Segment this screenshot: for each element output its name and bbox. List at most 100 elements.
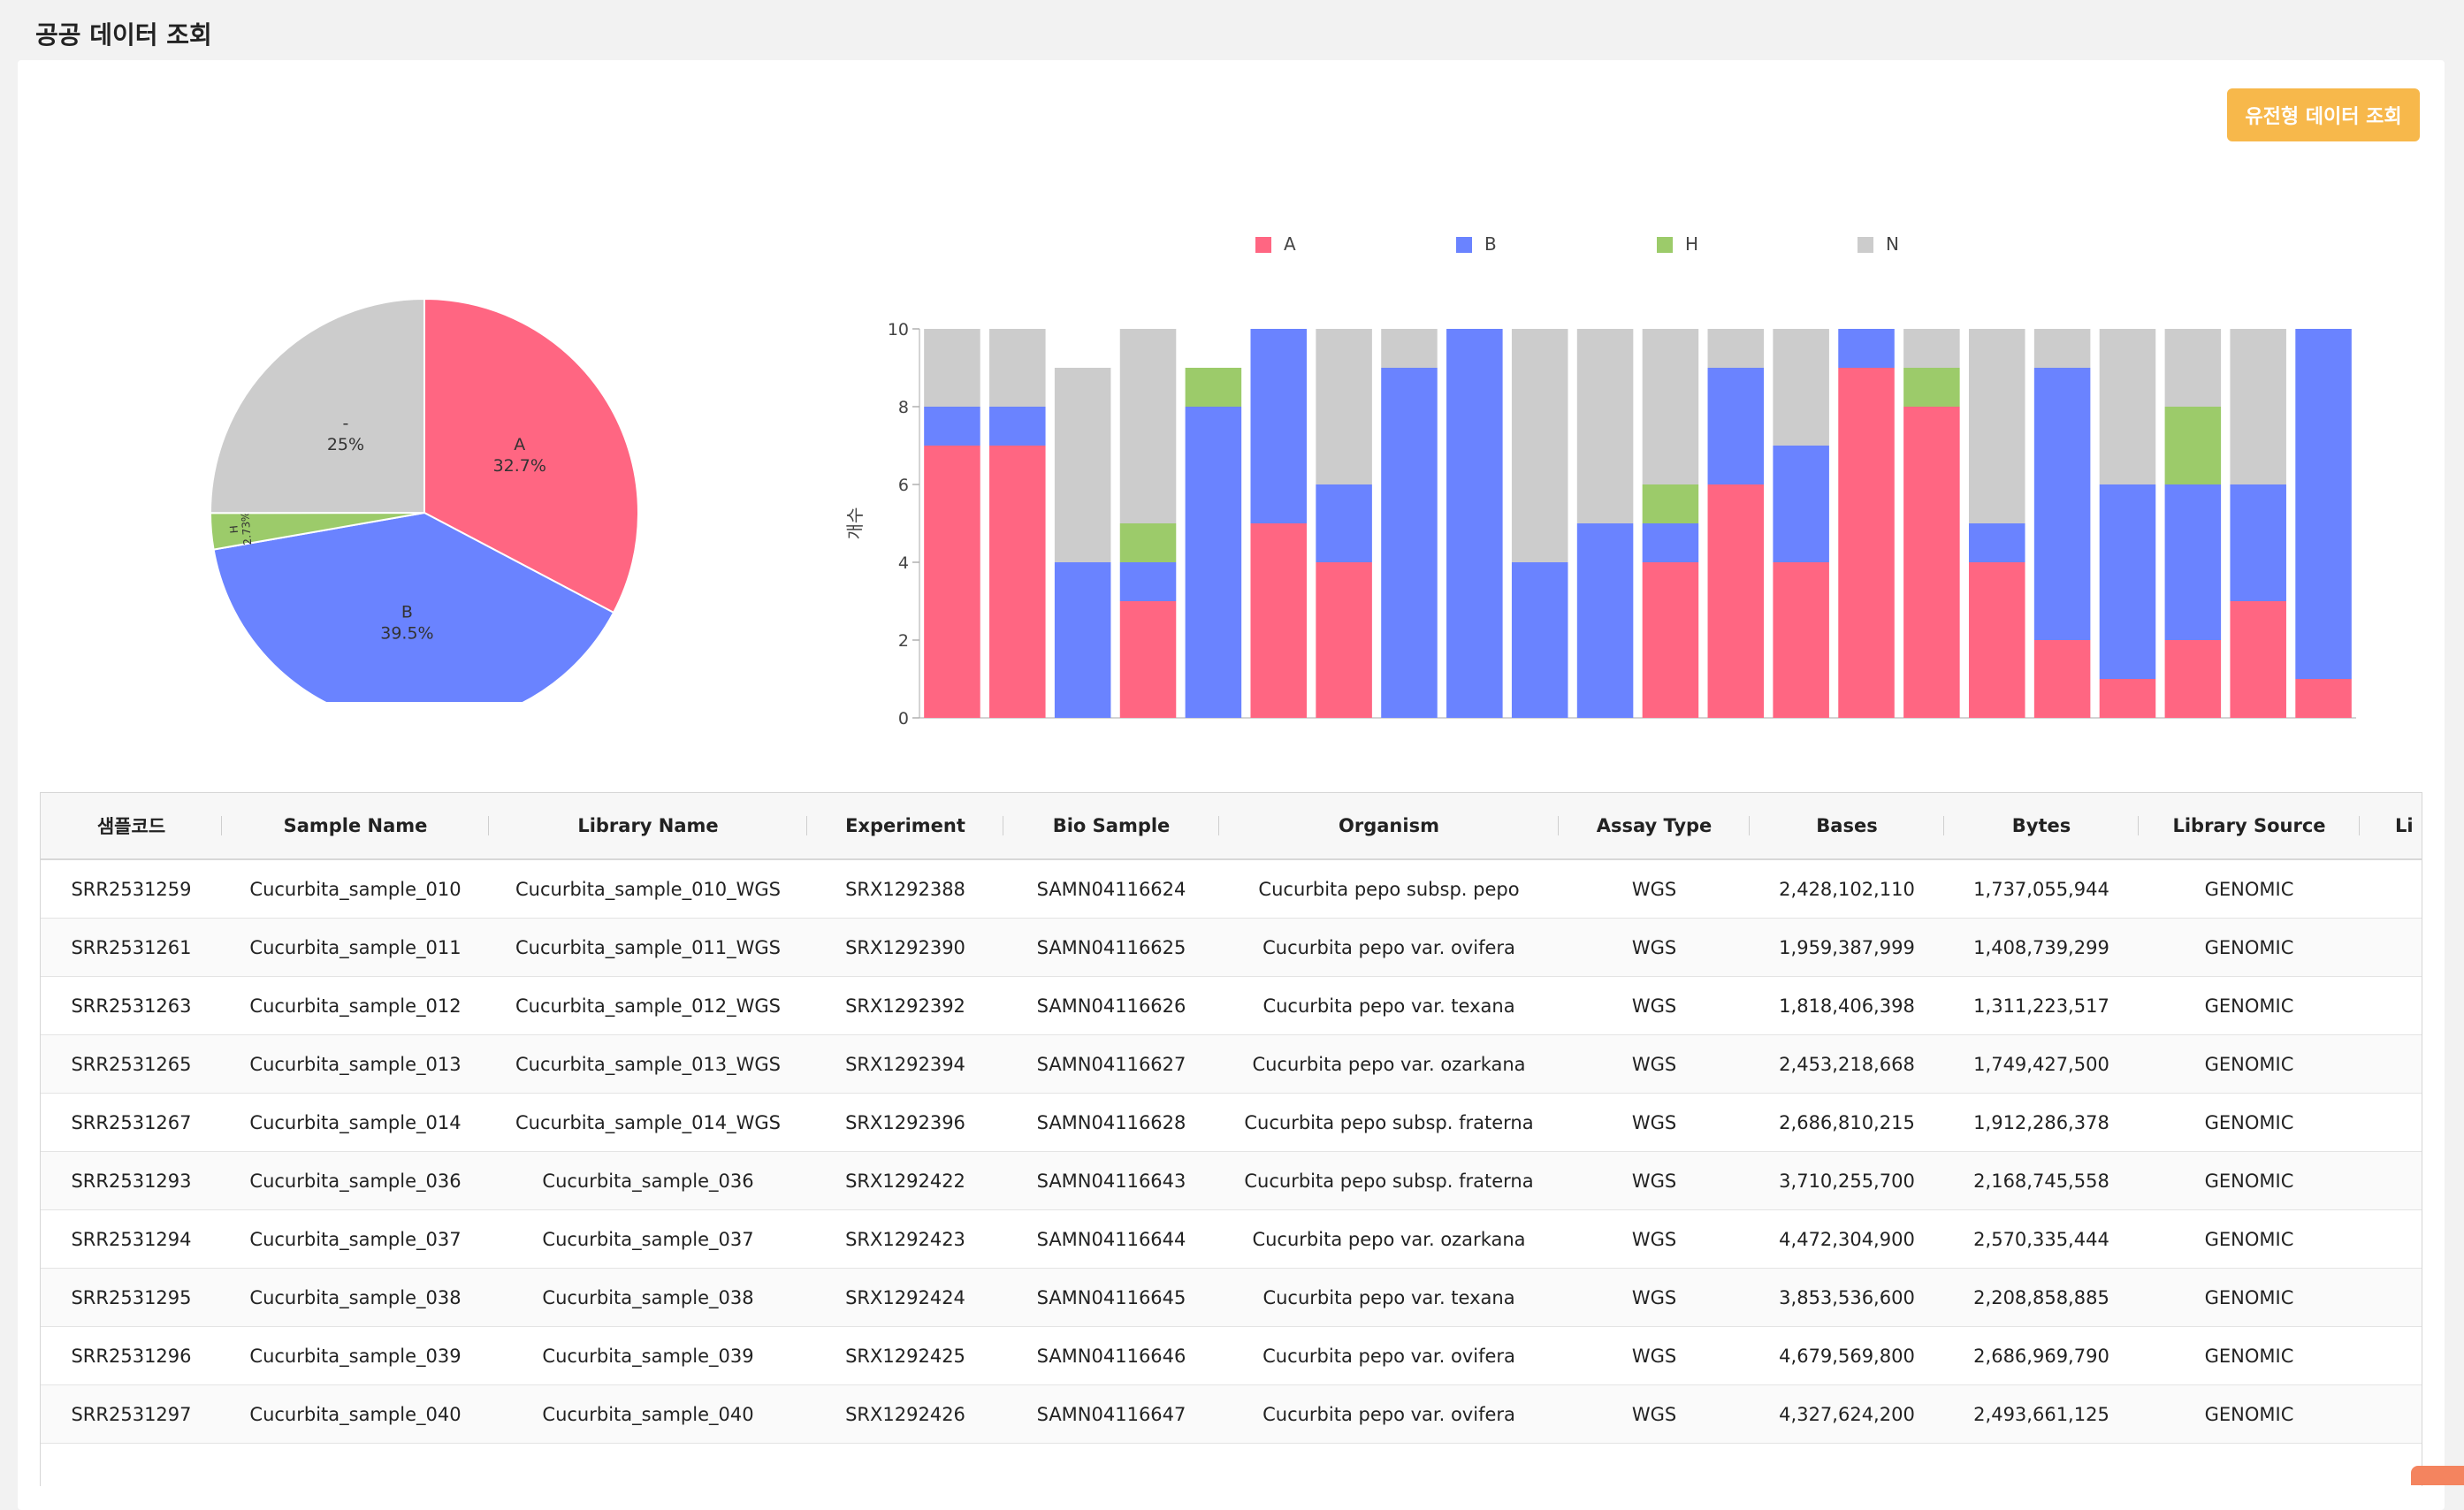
table-cell: 2,686,810,215: [1750, 1093, 1944, 1152]
table-row[interactable]: SRR2531294 Cucurbita_sample_037 Cucurbita_…: [41, 1209, 2422, 1269]
bar-segment-N[interactable]: [2033, 329, 2091, 368]
bar-segment-B[interactable]: [1576, 523, 1634, 718]
bar-segment-B[interactable]: [1381, 368, 1438, 718]
legend-label-B[interactable]: B: [1484, 233, 1497, 255]
table-row[interactable]: SRR2531295 Cucurbita_sample_038 Cucurbita_…: [41, 1268, 2422, 1327]
table-cell: WGS: [1559, 1209, 1750, 1269]
column-header[interactable]: Library Name: [489, 793, 807, 860]
column-header[interactable]: Assay Type: [1559, 793, 1750, 860]
bar-segment-H[interactable]: [1903, 368, 1960, 407]
bar-segment-N[interactable]: [989, 329, 1046, 407]
bar-segment-B[interactable]: [989, 407, 1046, 446]
bar-segment-B[interactable]: [2099, 484, 2156, 679]
bar-segment-N[interactable]: [1642, 329, 1699, 484]
bar-segment-B[interactable]: [1642, 523, 1699, 562]
bar-segment-N[interactable]: [1903, 329, 1960, 368]
bar-segment-A[interactable]: [2099, 679, 2156, 718]
column-header[interactable]: Organism: [1219, 793, 1559, 860]
table-row[interactable]: SRR2531293 Cucurbita_sample_036 Cucurbita_…: [41, 1151, 2422, 1210]
bar-segment-H[interactable]: [1642, 484, 1699, 523]
legend-swatch-H[interactable]: [1657, 237, 1673, 253]
table-row[interactable]: SRR2531296 Cucurbita_sample_039 Cucurbita_…: [41, 1326, 2422, 1385]
bar-segment-B[interactable]: [1511, 562, 1568, 718]
bar-segment-N[interactable]: [1381, 329, 1438, 368]
pie-slice-none[interactable]: [209, 297, 425, 515]
bar-segment-B[interactable]: [2164, 484, 2222, 640]
bar-segment-A[interactable]: [2230, 601, 2286, 718]
column-header[interactable]: Library Source: [2139, 793, 2360, 860]
bar-segment-A[interactable]: [989, 446, 1046, 718]
table-row[interactable]: SRR2531263 Cucurbita_sample_012 Cucurbita_…: [41, 976, 2422, 1035]
bar-segment-B[interactable]: [1250, 329, 1308, 523]
column-header[interactable]: Bio Sample: [1003, 793, 1219, 860]
table-row[interactable]: SRR2531259 Cucurbita_sample_010 Cucurbita_…: [41, 859, 2422, 919]
bar-segment-N[interactable]: [1511, 329, 1568, 562]
bar-segment-B[interactable]: [1773, 446, 1829, 562]
table-cell: SAMN04116646: [1003, 1326, 1219, 1385]
bar-segment-A[interactable]: [1119, 601, 1177, 718]
table-cell: Cucurbita_sample_039: [222, 1326, 489, 1385]
bar-segment-A[interactable]: [1968, 562, 2025, 718]
bar-segment-A[interactable]: [1250, 523, 1308, 718]
bar-segment-B[interactable]: [2230, 484, 2286, 601]
bar-segment-N[interactable]: [1773, 329, 1829, 446]
bar-segment-B[interactable]: [1185, 407, 1242, 718]
bar-segment-A[interactable]: [1707, 484, 1765, 718]
bar-segment-B[interactable]: [2295, 329, 2352, 679]
bar-segment-B[interactable]: [1316, 484, 1372, 562]
column-header[interactable]: Sample Name: [222, 793, 489, 860]
bar-segment-B[interactable]: [1838, 329, 1895, 368]
table-row[interactable]: SRR2531261 Cucurbita_sample_011 Cucurbita_…: [41, 918, 2422, 977]
column-header[interactable]: Bytes: [1944, 793, 2139, 860]
bar-segment-B[interactable]: [1707, 368, 1765, 484]
bar-segment-N[interactable]: [1576, 329, 1634, 523]
table-cell: 1,737,055,944: [1944, 859, 2139, 919]
legend-swatch-B[interactable]: [1456, 237, 1472, 253]
bar-segment-B[interactable]: [2033, 368, 2091, 640]
bar-segment-N[interactable]: [1707, 329, 1765, 368]
column-header[interactable]: Li: [2360, 793, 2422, 860]
bar-segment-N[interactable]: [1119, 329, 1177, 523]
scroll-top-tab[interactable]: [2411, 1466, 2464, 1485]
legend-swatch-N[interactable]: [1858, 237, 1873, 253]
genotype-data-button[interactable]: 유전형 데이터 조회: [2227, 88, 2420, 141]
bar-segment-A[interactable]: [924, 446, 980, 718]
bar-segment-A[interactable]: [2164, 640, 2222, 718]
table-row[interactable]: SRR2531265 Cucurbita_sample_013 Cucurbita_…: [41, 1034, 2422, 1094]
bar-segment-B[interactable]: [1054, 562, 1111, 718]
legend-swatch-A[interactable]: [1255, 237, 1271, 253]
legend-label-N[interactable]: N: [1886, 233, 1899, 255]
bar-segment-B[interactable]: [1119, 562, 1177, 601]
bar-segment-A[interactable]: [1642, 562, 1699, 718]
bar-segment-H[interactable]: [1185, 368, 1242, 407]
legend-label-A[interactable]: A: [1284, 233, 1296, 255]
bar-segment-A[interactable]: [1773, 562, 1829, 718]
table-row[interactable]: SRR2531267 Cucurbita_sample_014 Cucurbita_…: [41, 1093, 2422, 1152]
bar-segment-A[interactable]: [1903, 407, 1960, 718]
bar-segment-H[interactable]: [2164, 407, 2222, 484]
bar-segment-B[interactable]: [1968, 523, 2025, 562]
bar-segment-N[interactable]: [1316, 329, 1372, 484]
legend-label-H[interactable]: H: [1685, 233, 1698, 255]
bar-segment-B[interactable]: [924, 407, 980, 446]
bar-segment-A[interactable]: [1316, 562, 1372, 718]
bar-segment-N[interactable]: [1968, 329, 2025, 523]
bar-segment-N[interactable]: [2230, 329, 2286, 484]
bar-segment-B[interactable]: [1446, 329, 1503, 718]
pie-slice-A[interactable]: [423, 297, 639, 614]
svg-text:H: H: [227, 525, 240, 534]
bar-segment-N[interactable]: [2099, 329, 2156, 484]
bar-segment-A[interactable]: [1838, 368, 1895, 718]
column-header[interactable]: 샘플코드: [41, 793, 222, 860]
column-header[interactable]: Bases: [1750, 793, 1944, 860]
bar-segment-A[interactable]: [2033, 640, 2091, 718]
bar-segment-A[interactable]: [2295, 679, 2352, 718]
bar-segment-N[interactable]: [924, 329, 980, 407]
bar-segment-N[interactable]: [1054, 368, 1111, 562]
table-cell: GENOMIC: [2139, 1268, 2360, 1327]
bar-segment-H[interactable]: [1119, 523, 1177, 562]
column-header[interactable]: Experiment: [807, 793, 1003, 860]
table-row[interactable]: SRR2531297 Cucurbita_sample_040 Cucurbita_…: [41, 1384, 2422, 1444]
bar-segment-N[interactable]: [2164, 329, 2222, 407]
table-cell: WGS: [1559, 1268, 1750, 1327]
